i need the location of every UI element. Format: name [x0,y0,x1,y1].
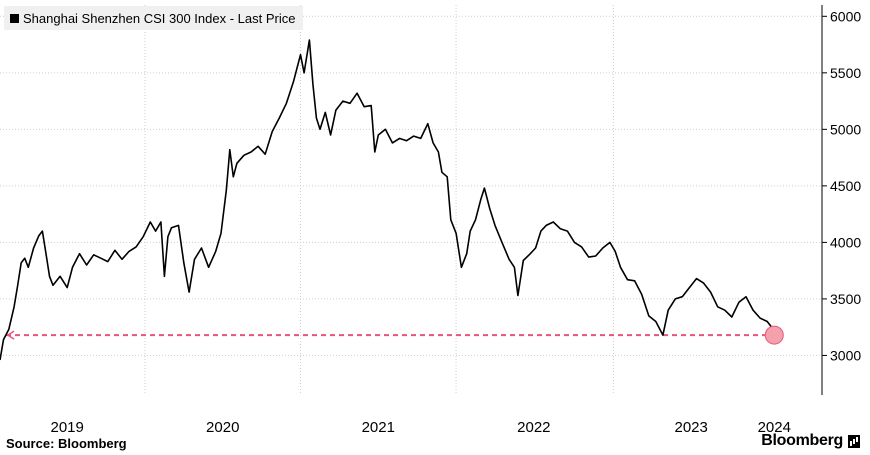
legend: Shanghai Shenzhen CSI 300 Index - Last P… [4,6,304,30]
y-tick-label: 5000 [830,121,861,137]
series-line [0,39,776,361]
source-note: Source: Bloomberg [6,436,127,451]
legend-swatch [10,13,19,23]
y-tick-label: 4000 [830,234,861,250]
y-tick-label: 6000 [830,8,861,24]
y-tick-label: 5500 [830,65,861,81]
y-tick-label: 3500 [830,291,861,307]
x-tick-label: 2019 [50,419,83,436]
y-tick-label: 3000 [830,347,861,363]
brand-logo: Bloomberg [761,432,860,450]
x-tick-label: 2020 [206,419,239,436]
brand-name: Bloomberg [761,432,843,449]
bar-chart-icon [848,434,860,448]
x-tick-label: 2021 [362,419,395,436]
x-tick-label: 2022 [517,419,550,436]
y-tick-label: 4500 [830,178,861,194]
reference-arrow-left [6,330,15,340]
end-marker [764,325,784,345]
legend-label: Shanghai Shenzhen CSI 300 Index - Last P… [23,10,296,26]
x-tick-label: 2023 [674,419,707,436]
x-tick-label: 2024 [758,419,791,436]
